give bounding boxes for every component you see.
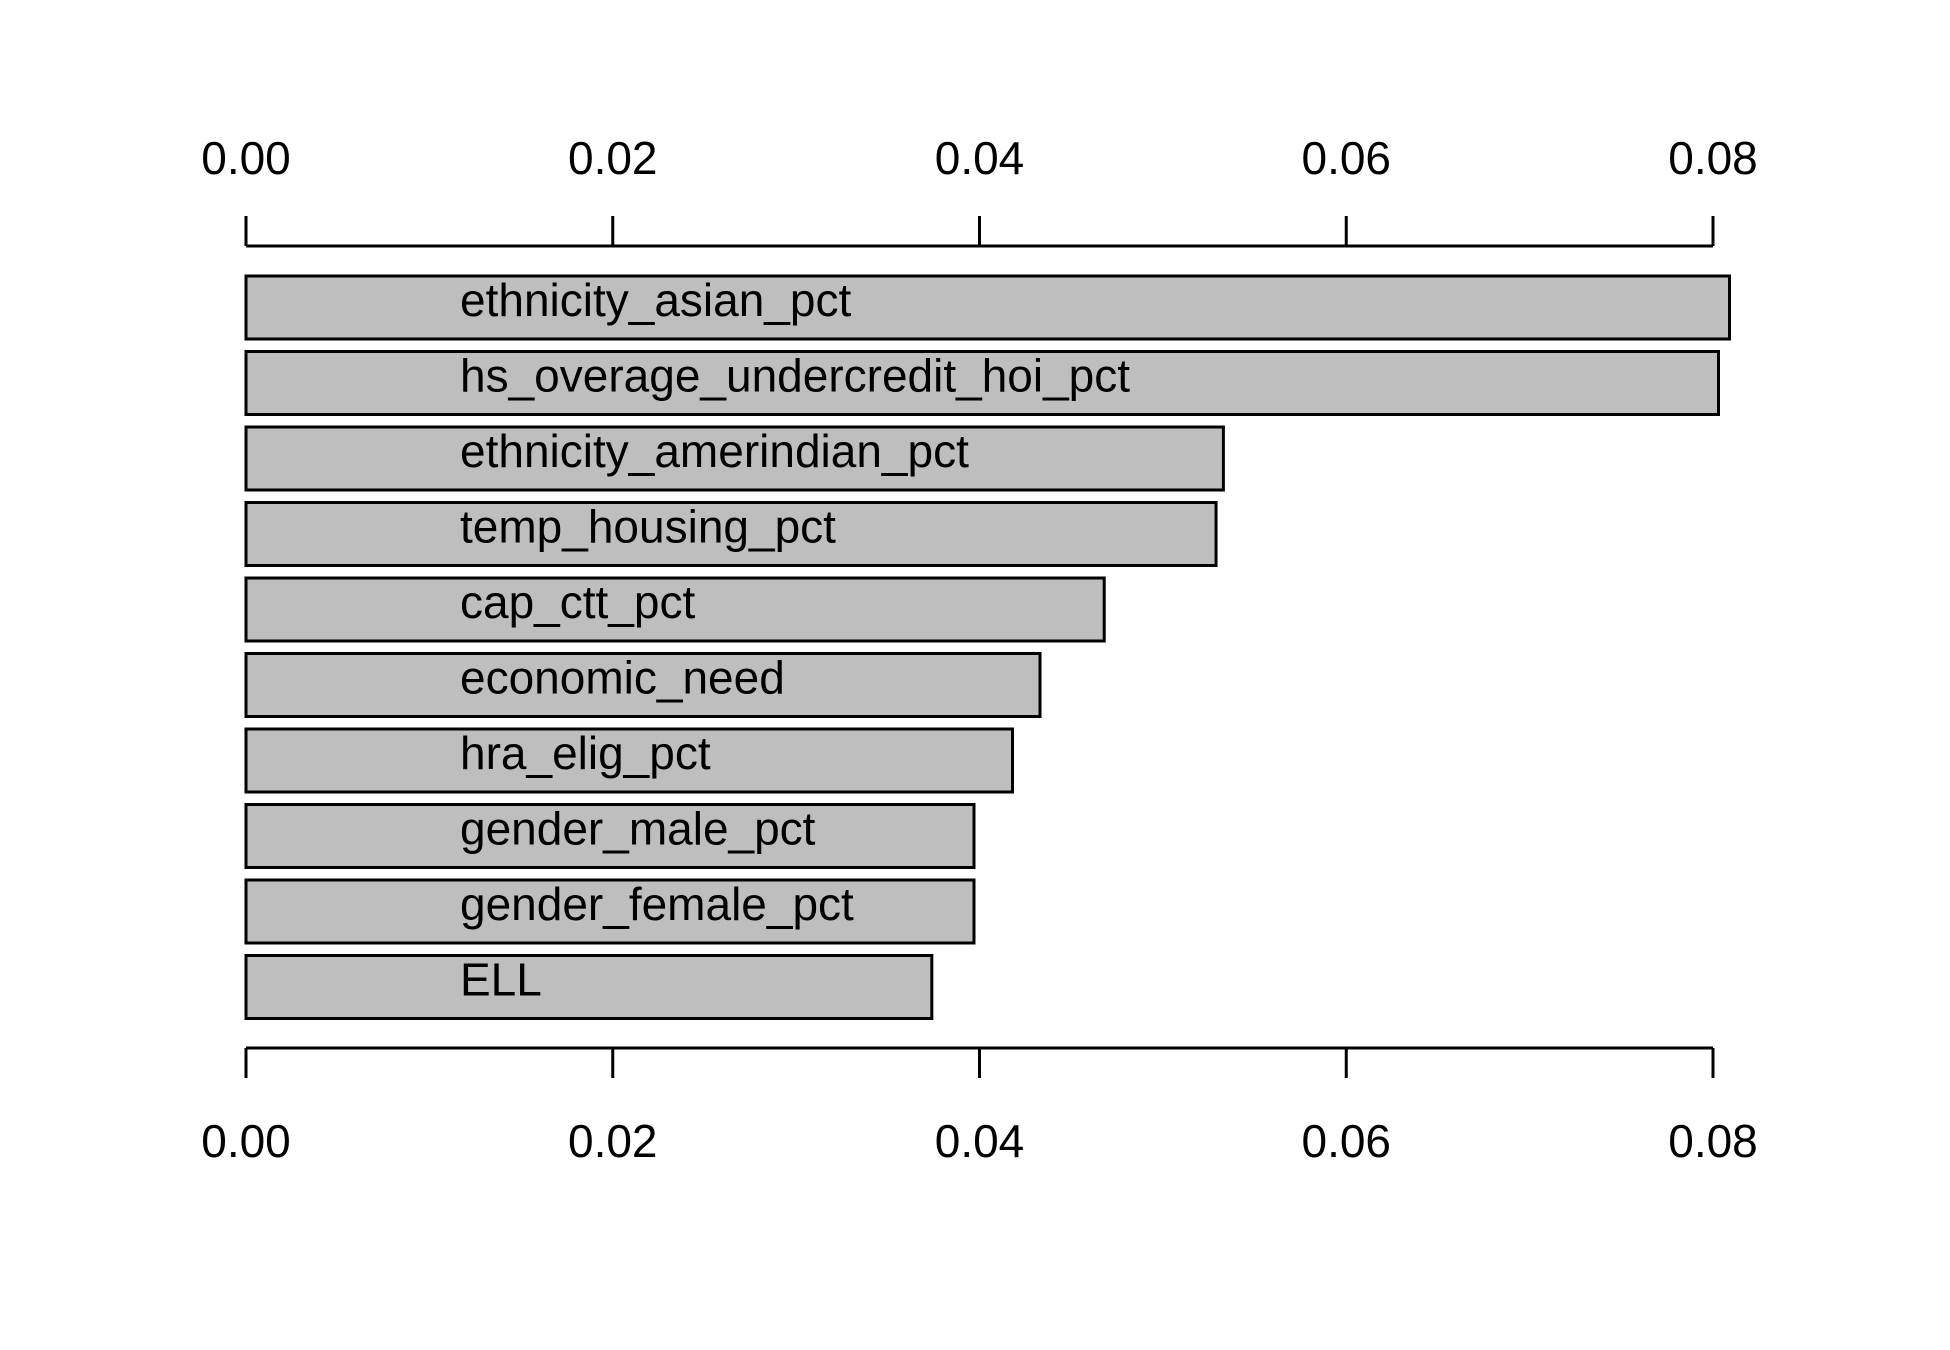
bar-label: cap_ctt_pct <box>460 576 695 628</box>
bar-label: hs_overage_undercredit_hoi_pct <box>460 350 1130 402</box>
top-tick-label: 0.08 <box>1668 132 1758 184</box>
bar-label: ethnicity_asian_pct <box>460 274 851 326</box>
bars-group: ethnicity_asian_pct hs_overage_undercredi… <box>244 274 1732 1020</box>
bar <box>244 652 1042 718</box>
bottom-tick-label: 0.02 <box>568 1115 658 1167</box>
bar <box>244 501 1218 567</box>
bottom-tick-label: 0.08 <box>1668 1115 1758 1167</box>
bar-label: ELL <box>460 954 542 1006</box>
top-tick-label: 0.04 <box>935 132 1025 184</box>
top-tick-label: 0.00 <box>201 132 291 184</box>
bar <box>244 425 1225 492</box>
bar-label: ethnicity_amerindian_pct <box>460 425 969 477</box>
top-axis: 0.00 0.02 0.04 0.06 0.08 <box>201 132 1758 248</box>
bottom-tick-label: 0.04 <box>935 1115 1025 1167</box>
top-tick-label: 0.06 <box>1301 132 1391 184</box>
bar-label: gender_male_pct <box>460 803 816 855</box>
bar <box>244 350 1721 416</box>
bottom-tick-label: 0.06 <box>1301 1115 1391 1167</box>
bottom-axis: 0.00 0.02 0.04 0.06 0.08 <box>201 1046 1758 1167</box>
bar-label: gender_female_pct <box>460 878 854 930</box>
bar-label: hra_elig_pct <box>460 727 711 779</box>
bottom-tick-label: 0.00 <box>201 1115 291 1167</box>
bar <box>244 803 976 869</box>
top-tick-label: 0.02 <box>568 132 658 184</box>
bar <box>244 727 1015 794</box>
bar-label: temp_housing_pct <box>460 501 836 553</box>
bar <box>244 954 934 1020</box>
bar <box>244 576 1106 643</box>
bar-label: economic_need <box>460 652 785 704</box>
bar <box>244 878 976 945</box>
bar <box>244 274 1732 341</box>
